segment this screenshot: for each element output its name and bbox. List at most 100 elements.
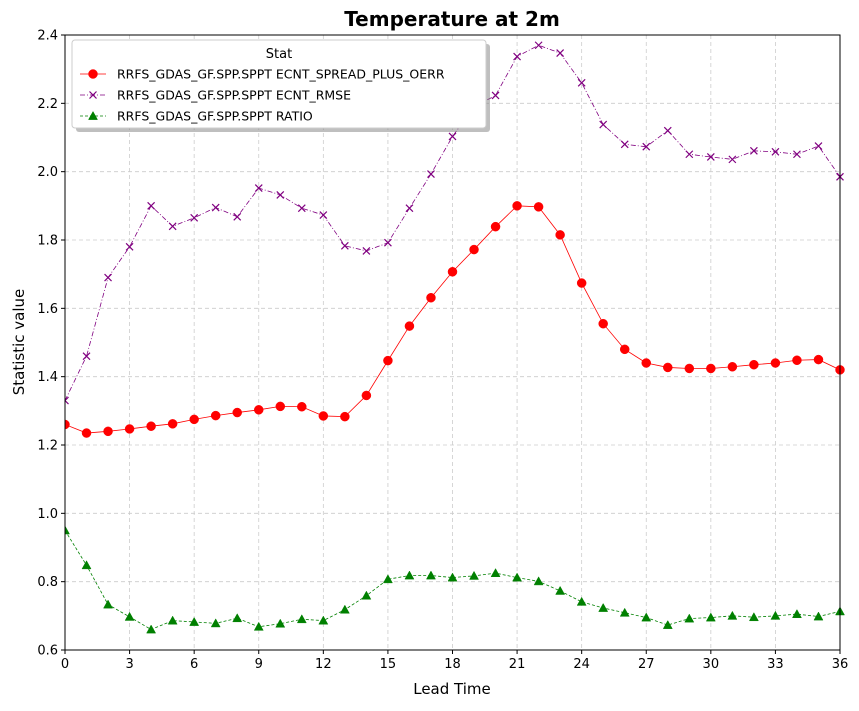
x-tick-label: 27 [638,657,655,672]
series-2-point-stroke [534,41,543,50]
series-3-point [813,611,824,621]
series-1-point [103,426,113,437]
series-2-point-stroke [65,396,69,402]
series-3-point [361,590,372,600]
series-2-point-stroke [427,170,435,178]
series-3-point [339,604,350,614]
series-2-point-stroke [147,201,156,210]
series-2-point [706,153,715,161]
series-2-point-stroke [405,204,414,213]
x-axis-label: Lead Time [413,680,491,698]
series-2-point [125,242,134,251]
series-2-point-stroke [297,204,306,213]
series-layer [65,41,845,634]
y-tick-label: 2.4 [37,29,58,44]
series-2-point [147,201,156,210]
series-2-point [319,211,328,219]
legend-entry-3: RRFS_GDAS_GF.SPP.SPPT RATIO [80,109,313,124]
legend-entry-marker-stroke [89,91,97,99]
series-3-point [81,560,92,570]
y-tick-label: 1.6 [37,302,58,317]
series-1-point [297,401,307,412]
series-2 [65,41,844,405]
series-2-point [749,146,758,155]
series-3-point [727,610,738,620]
series-1-point [813,354,824,365]
series-1-point [210,410,221,421]
series-2-point-stroke [104,273,112,282]
x-tick-label: 21 [509,657,526,672]
series-1-point [340,411,350,422]
series-2-point-stroke [599,120,608,129]
y-tick-label: 2.0 [37,165,58,180]
series-2-point-stroke [168,222,177,231]
series-3-point [490,568,501,577]
legend-title: Stat [266,47,292,62]
series-2-point [297,204,306,213]
series-2-point [340,241,349,250]
series-2-point-stroke [491,91,500,100]
legend-entry-label: RRFS_GDAS_GF.SPP.SPPT RATIO [117,109,313,124]
series-2-point-stroke [340,241,349,250]
series-2-point [405,204,414,213]
series-2-point-stroke [211,203,220,212]
series-3-point [275,618,286,628]
series-2-point [513,52,522,61]
series-3-point [662,620,673,629]
x-tick-label: 6 [190,657,198,672]
legend-entry-marker [88,110,98,120]
legend-entry-1: RRFS_GDAS_GF.SPP.SPPT ECNT_SPREAD_PLUS_O… [80,67,445,82]
series-3-point [748,612,759,622]
series-1-point [361,390,372,401]
legend-entry-2: RRFS_GDAS_GF.SPP.SPPT ECNT_RMSE [80,88,351,103]
series-1-point [146,421,156,431]
series-1-point [469,244,479,255]
series-2-point-stroke [383,238,392,247]
series-3-point [684,613,695,623]
legend-entry-marker [88,69,98,79]
series-2-point-stroke [448,132,457,141]
series-2-point-stroke [728,155,737,164]
x-tick-label: 3 [125,657,133,672]
x-tick-label: 18 [444,657,461,672]
series-1-point [447,267,458,277]
series-2-point [448,132,457,141]
axis-ticks: 0 3 6 9 12 15 18 21 24 27 30 33 360.60.81.01.21.41.6… [37,29,848,673]
series-1-point [663,362,673,373]
series-3-point [382,574,393,584]
series-1-point [189,414,199,425]
y-tick-label: 0.6 [37,644,58,659]
series-2-point [233,212,242,221]
series-2-point [642,142,651,151]
series-1-point [275,401,286,412]
series-3-point [792,609,802,618]
series-2-point [362,247,371,255]
series-3-point [167,615,178,625]
series-1-point [770,358,781,368]
series-2-point-stroke [254,184,263,192]
x-tick-label: 15 [380,657,397,672]
series-2-point-stroke [276,190,285,199]
series-3-point [426,570,436,580]
x-tick-label: 30 [703,657,720,672]
series-2-point [427,170,435,178]
series-3-point [705,612,716,622]
legend-entry-marker [89,91,97,99]
series-2-point [82,352,91,361]
series-2-point-stroke [793,150,801,159]
series-1-point [706,363,716,374]
series-1-point [555,230,565,240]
series-3-point [447,572,458,582]
y-tick-label: 1.8 [37,234,58,249]
series-1-point [318,411,329,421]
series-2-point [771,147,780,156]
series-1-point [749,359,759,370]
series-2-point [104,273,112,282]
series-3-point [555,585,566,595]
series-1 [65,201,845,438]
series-3-point [103,599,113,609]
series-2-point-stroke [233,212,242,221]
series-3-point [641,612,652,622]
